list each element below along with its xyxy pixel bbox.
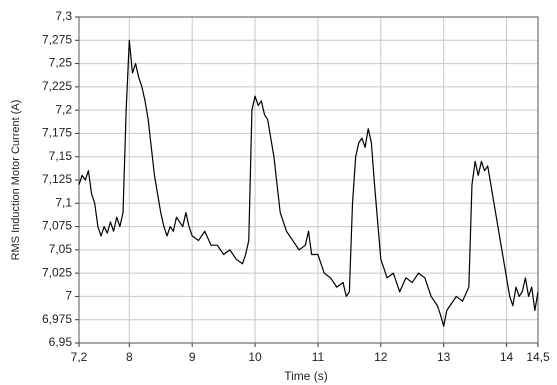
y-tick-label: 7,15 xyxy=(49,149,73,163)
x-tick-label: 10 xyxy=(248,350,262,364)
y-tick-label: 7,25 xyxy=(49,56,73,70)
y-tick-label: 7,175 xyxy=(42,126,72,140)
x-tick-label: 14,5 xyxy=(526,350,550,364)
x-tick-label: 14 xyxy=(500,350,514,364)
x-axis-label: Time (s) xyxy=(284,369,328,383)
y-tick-label: 7,125 xyxy=(42,172,72,186)
y-axis-label: RMS Induction Motor Current (A) xyxy=(10,100,22,261)
x-tick-label: 8 xyxy=(126,350,133,364)
y-tick-label: 7,025 xyxy=(42,265,72,279)
y-tick-label: 6,95 xyxy=(49,335,73,349)
y-tick-label: 6,975 xyxy=(42,312,72,326)
data-line xyxy=(78,39,539,327)
plot-frame xyxy=(78,16,539,344)
x-tick-label: 11 xyxy=(312,350,325,364)
y-tick-label: 7 xyxy=(65,289,72,303)
y-tick-label: 7,1 xyxy=(55,195,72,209)
y-tick-label: 7,225 xyxy=(42,79,72,93)
y-tick-label: 7,275 xyxy=(42,32,72,46)
y-tick-label: 7,3 xyxy=(55,9,72,23)
y-tick-label: 7,2 xyxy=(55,102,72,116)
x-tick-label: 13 xyxy=(437,350,451,364)
x-tick-label: 7,2 xyxy=(71,350,88,364)
y-tick-label: 7,075 xyxy=(42,219,72,233)
y-tick-label: 7,05 xyxy=(49,242,73,256)
x-tick-label: 12 xyxy=(374,350,388,364)
x-tick-label: 9 xyxy=(189,350,196,364)
